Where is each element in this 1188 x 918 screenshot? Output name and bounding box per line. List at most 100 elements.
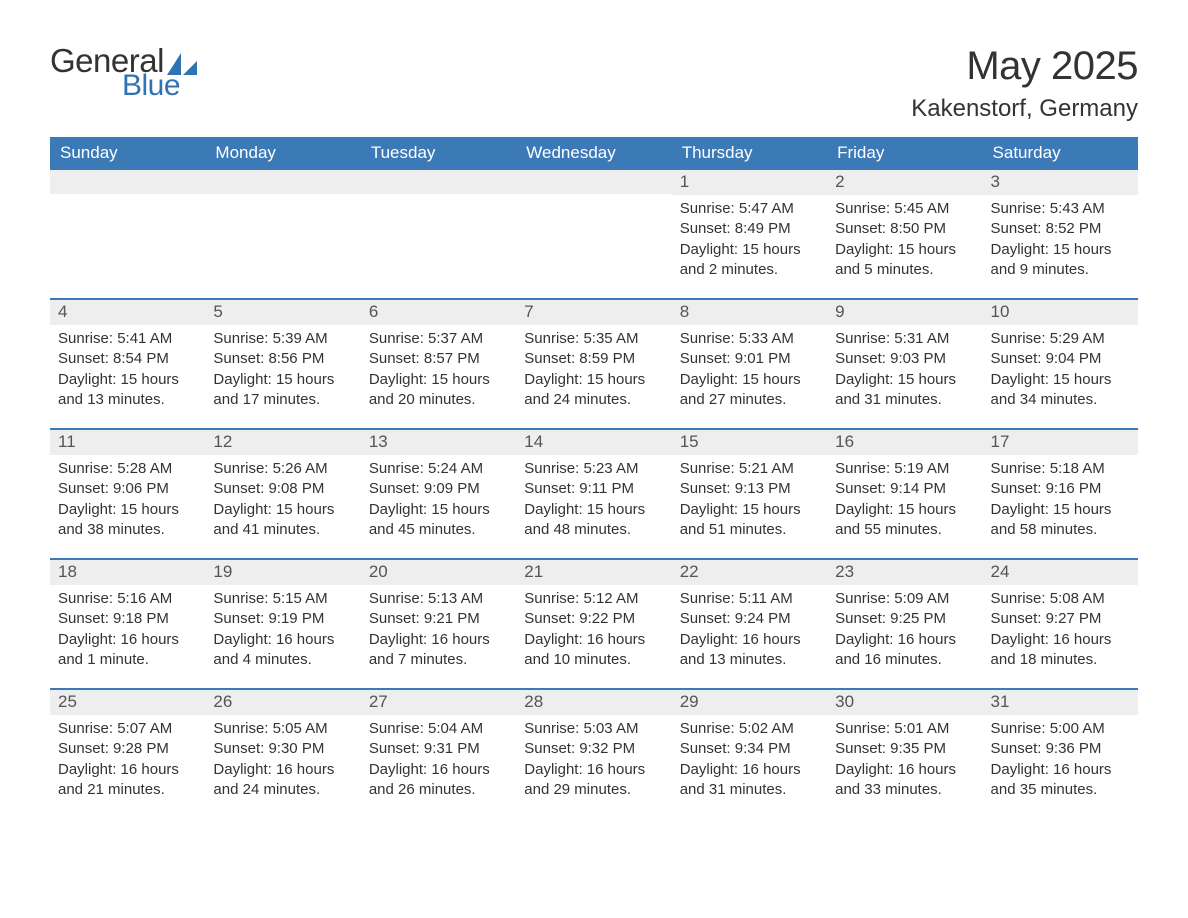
day-details: Sunrise: 5:12 AMSunset: 9:22 PMDaylight:…	[516, 585, 671, 678]
day-number: 24	[983, 560, 1138, 585]
day-details: Sunrise: 5:08 AMSunset: 9:27 PMDaylight:…	[983, 585, 1138, 678]
calendar-cell: 17Sunrise: 5:18 AMSunset: 9:16 PMDayligh…	[983, 430, 1138, 558]
day-details: Sunrise: 5:09 AMSunset: 9:25 PMDaylight:…	[827, 585, 982, 678]
day-details: Sunrise: 5:02 AMSunset: 9:34 PMDaylight:…	[672, 715, 827, 808]
daylight-text: Daylight: 16 hours and 33 minutes.	[835, 760, 974, 801]
day-number: 26	[205, 690, 360, 715]
sunrise-text: Sunrise: 5:39 AM	[213, 329, 352, 349]
week-row: 18Sunrise: 5:16 AMSunset: 9:18 PMDayligh…	[50, 558, 1138, 688]
day-number: 19	[205, 560, 360, 585]
day-number: 23	[827, 560, 982, 585]
day-details: Sunrise: 5:05 AMSunset: 9:30 PMDaylight:…	[205, 715, 360, 808]
daylight-text: Daylight: 15 hours and 58 minutes.	[991, 500, 1130, 541]
day-number: 15	[672, 430, 827, 455]
calendar-cell: 7Sunrise: 5:35 AMSunset: 8:59 PMDaylight…	[516, 300, 671, 428]
sunrise-text: Sunrise: 5:13 AM	[369, 589, 508, 609]
sunrise-text: Sunrise: 5:37 AM	[369, 329, 508, 349]
sunset-text: Sunset: 9:30 PM	[213, 739, 352, 759]
sunset-text: Sunset: 9:11 PM	[524, 479, 663, 499]
sunrise-text: Sunrise: 5:21 AM	[680, 459, 819, 479]
sunset-text: Sunset: 9:01 PM	[680, 349, 819, 369]
sunrise-text: Sunrise: 5:26 AM	[213, 459, 352, 479]
calendar-cell	[205, 170, 360, 298]
day-header-saturday: Saturday	[983, 137, 1138, 170]
calendar-cell: 11Sunrise: 5:28 AMSunset: 9:06 PMDayligh…	[50, 430, 205, 558]
calendar: SundayMondayTuesdayWednesdayThursdayFrid…	[50, 137, 1138, 818]
day-details: Sunrise: 5:21 AMSunset: 9:13 PMDaylight:…	[672, 455, 827, 548]
calendar-cell: 20Sunrise: 5:13 AMSunset: 9:21 PMDayligh…	[361, 560, 516, 688]
title-block: May 2025 Kakenstorf, Germany	[911, 44, 1138, 123]
sunrise-text: Sunrise: 5:02 AM	[680, 719, 819, 739]
daylight-text: Daylight: 15 hours and 55 minutes.	[835, 500, 974, 541]
day-number: 13	[361, 430, 516, 455]
day-number: 2	[827, 170, 982, 195]
daylight-text: Daylight: 16 hours and 10 minutes.	[524, 630, 663, 671]
day-details: Sunrise: 5:29 AMSunset: 9:04 PMDaylight:…	[983, 325, 1138, 418]
daylight-text: Daylight: 16 hours and 4 minutes.	[213, 630, 352, 671]
day-header-sunday: Sunday	[50, 137, 205, 170]
day-details: Sunrise: 5:16 AMSunset: 9:18 PMDaylight:…	[50, 585, 205, 678]
day-details: Sunrise: 5:47 AMSunset: 8:49 PMDaylight:…	[672, 195, 827, 288]
calendar-cell: 25Sunrise: 5:07 AMSunset: 9:28 PMDayligh…	[50, 690, 205, 818]
day-number: 14	[516, 430, 671, 455]
sunset-text: Sunset: 9:35 PM	[835, 739, 974, 759]
sunset-text: Sunset: 9:25 PM	[835, 609, 974, 629]
sunset-text: Sunset: 9:09 PM	[369, 479, 508, 499]
daylight-text: Daylight: 16 hours and 35 minutes.	[991, 760, 1130, 801]
daylight-text: Daylight: 16 hours and 13 minutes.	[680, 630, 819, 671]
daylight-text: Daylight: 15 hours and 51 minutes.	[680, 500, 819, 541]
sunrise-text: Sunrise: 5:03 AM	[524, 719, 663, 739]
day-details: Sunrise: 5:18 AMSunset: 9:16 PMDaylight:…	[983, 455, 1138, 548]
day-number: 28	[516, 690, 671, 715]
logo-text-blue: Blue	[122, 71, 197, 101]
sunset-text: Sunset: 9:27 PM	[991, 609, 1130, 629]
day-details: Sunrise: 5:03 AMSunset: 9:32 PMDaylight:…	[516, 715, 671, 808]
calendar-cell: 14Sunrise: 5:23 AMSunset: 9:11 PMDayligh…	[516, 430, 671, 558]
day-details: Sunrise: 5:43 AMSunset: 8:52 PMDaylight:…	[983, 195, 1138, 288]
daylight-text: Daylight: 16 hours and 16 minutes.	[835, 630, 974, 671]
day-number: 7	[516, 300, 671, 325]
sunset-text: Sunset: 8:56 PM	[213, 349, 352, 369]
calendar-cell: 23Sunrise: 5:09 AMSunset: 9:25 PMDayligh…	[827, 560, 982, 688]
sunrise-text: Sunrise: 5:28 AM	[58, 459, 197, 479]
day-details: Sunrise: 5:41 AMSunset: 8:54 PMDaylight:…	[50, 325, 205, 418]
day-details: Sunrise: 5:23 AMSunset: 9:11 PMDaylight:…	[516, 455, 671, 548]
calendar-cell: 26Sunrise: 5:05 AMSunset: 9:30 PMDayligh…	[205, 690, 360, 818]
day-number: 25	[50, 690, 205, 715]
day-number: 9	[827, 300, 982, 325]
daylight-text: Daylight: 16 hours and 24 minutes.	[213, 760, 352, 801]
calendar-cell: 15Sunrise: 5:21 AMSunset: 9:13 PMDayligh…	[672, 430, 827, 558]
daylight-text: Daylight: 15 hours and 38 minutes.	[58, 500, 197, 541]
sunset-text: Sunset: 9:22 PM	[524, 609, 663, 629]
day-number: 17	[983, 430, 1138, 455]
day-header-row: SundayMondayTuesdayWednesdayThursdayFrid…	[50, 137, 1138, 170]
sunrise-text: Sunrise: 5:15 AM	[213, 589, 352, 609]
daylight-text: Daylight: 16 hours and 26 minutes.	[369, 760, 508, 801]
week-row: 1Sunrise: 5:47 AMSunset: 8:49 PMDaylight…	[50, 170, 1138, 298]
day-details: Sunrise: 5:07 AMSunset: 9:28 PMDaylight:…	[50, 715, 205, 808]
sunset-text: Sunset: 9:16 PM	[991, 479, 1130, 499]
day-number: 6	[361, 300, 516, 325]
sunrise-text: Sunrise: 5:09 AM	[835, 589, 974, 609]
sunset-text: Sunset: 9:36 PM	[991, 739, 1130, 759]
day-details: Sunrise: 5:35 AMSunset: 8:59 PMDaylight:…	[516, 325, 671, 418]
daylight-text: Daylight: 15 hours and 20 minutes.	[369, 370, 508, 411]
daylight-text: Daylight: 15 hours and 31 minutes.	[835, 370, 974, 411]
week-row: 25Sunrise: 5:07 AMSunset: 9:28 PMDayligh…	[50, 688, 1138, 818]
sunrise-text: Sunrise: 5:11 AM	[680, 589, 819, 609]
daylight-text: Daylight: 15 hours and 24 minutes.	[524, 370, 663, 411]
calendar-cell	[50, 170, 205, 298]
day-header-wednesday: Wednesday	[516, 137, 671, 170]
daylight-text: Daylight: 16 hours and 31 minutes.	[680, 760, 819, 801]
day-details: Sunrise: 5:37 AMSunset: 8:57 PMDaylight:…	[361, 325, 516, 418]
daylight-text: Daylight: 15 hours and 17 minutes.	[213, 370, 352, 411]
calendar-cell: 29Sunrise: 5:02 AMSunset: 9:34 PMDayligh…	[672, 690, 827, 818]
calendar-cell: 21Sunrise: 5:12 AMSunset: 9:22 PMDayligh…	[516, 560, 671, 688]
calendar-cell: 8Sunrise: 5:33 AMSunset: 9:01 PMDaylight…	[672, 300, 827, 428]
sunset-text: Sunset: 9:34 PM	[680, 739, 819, 759]
sunset-text: Sunset: 9:08 PM	[213, 479, 352, 499]
day-details: Sunrise: 5:19 AMSunset: 9:14 PMDaylight:…	[827, 455, 982, 548]
week-row: 4Sunrise: 5:41 AMSunset: 8:54 PMDaylight…	[50, 298, 1138, 428]
sunset-text: Sunset: 9:06 PM	[58, 479, 197, 499]
day-details: Sunrise: 5:15 AMSunset: 9:19 PMDaylight:…	[205, 585, 360, 678]
